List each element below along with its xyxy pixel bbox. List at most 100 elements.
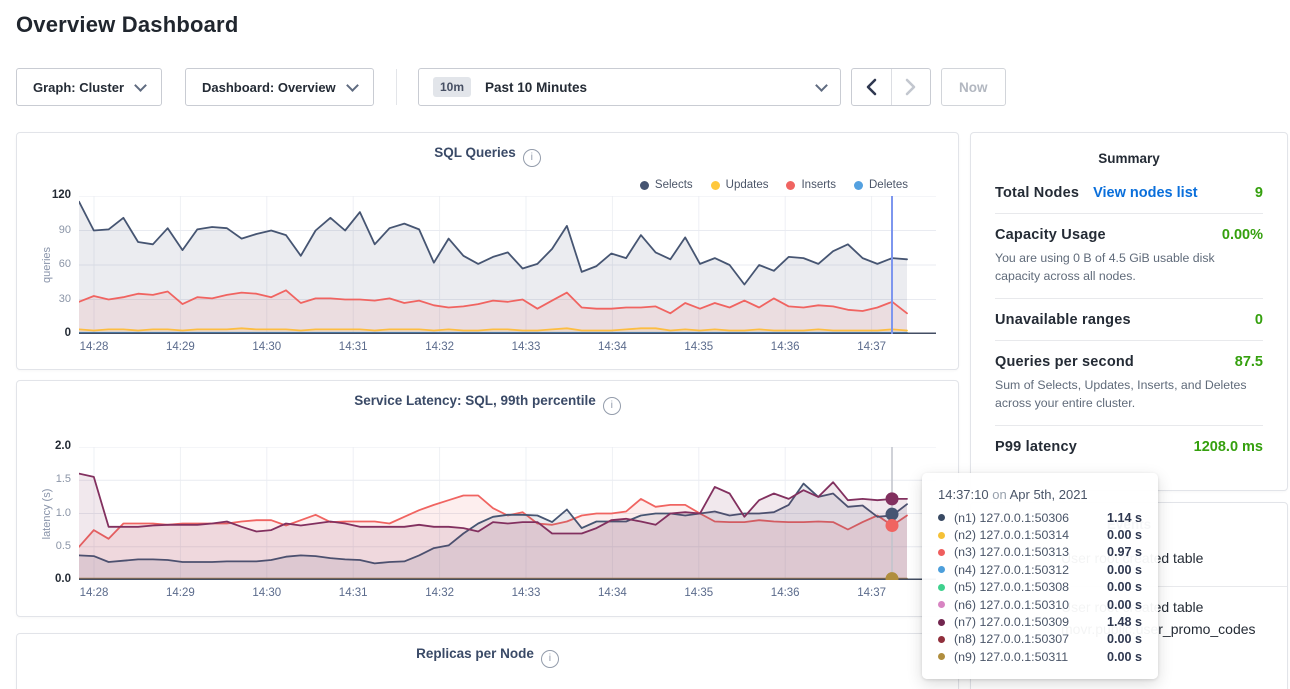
y-axis-tick: 2.0 xyxy=(31,440,71,452)
time-range-dropdown[interactable]: 10m Past 10 Minutes xyxy=(418,68,841,106)
sql-queries-chart-title: SQL Queriesi xyxy=(17,145,958,167)
time-nav-group xyxy=(851,68,931,106)
y-axis-tick: 120 xyxy=(31,189,71,201)
toolbar-divider xyxy=(396,69,397,105)
info-icon[interactable]: i xyxy=(541,650,559,668)
node-color-dot xyxy=(938,549,945,556)
x-axis-tick: 14:37 xyxy=(850,587,894,599)
tooltip-timestamp: 14:37:10 on Apr 5th, 2021 xyxy=(938,487,1142,505)
node-color-dot xyxy=(938,601,945,608)
node-latency-value: 0.00 s xyxy=(1107,650,1142,664)
node-address: (n9) 127.0.0.1:50311 xyxy=(954,650,1068,664)
service-latency-chart-card: Service Latency: SQL, 99th percentilei 0… xyxy=(16,380,959,617)
node-latency-value: 0.00 s xyxy=(1107,528,1142,542)
graph-selector-label: Graph: Cluster xyxy=(33,80,124,95)
replicas-per-node-chart-card: Replicas per Nodei xyxy=(16,633,959,689)
summary-row-total-nodes: Total Nodes View nodes list 9 xyxy=(995,172,1263,214)
node-address: (n8) 127.0.0.1:50307 xyxy=(954,632,1069,646)
legend-item-deletes[interactable]: Deletes xyxy=(854,179,908,191)
legend-label: Selects xyxy=(655,179,693,191)
x-axis-tick: 14:36 xyxy=(763,587,807,599)
x-axis-tick: 14:31 xyxy=(331,341,375,353)
tooltip-node-row: (n5) 127.0.0.1:503080.00 s xyxy=(938,579,1142,596)
x-axis-tick: 14:32 xyxy=(418,341,462,353)
legend-dot xyxy=(786,181,795,190)
y-axis-tick: 0.5 xyxy=(31,540,71,552)
tooltip-node-row: (n7) 127.0.0.1:50309 1.48 s xyxy=(938,613,1142,630)
time-back-button[interactable] xyxy=(852,69,891,105)
p99-latency-label: P99 latency xyxy=(995,439,1077,455)
p99-latency-value: 1208.0 ms xyxy=(1194,439,1263,455)
node-latency-value: 0.97 s xyxy=(1107,545,1142,559)
node-address: (n3) 127.0.0.1:50313 xyxy=(954,545,1069,559)
chart-hover-tooltip: 14:37:10 on Apr 5th, 2021 (n1) 127.0.0.1… xyxy=(922,473,1158,679)
tooltip-node-row: (n9) 127.0.0.1:50311 0.00 s xyxy=(938,648,1142,665)
x-axis-tick: 14:28 xyxy=(72,587,116,599)
unavailable-ranges-value: 0 xyxy=(1255,312,1263,328)
chevron-down-icon xyxy=(134,79,147,92)
time-forward-button[interactable] xyxy=(891,69,931,105)
queries-per-second-label: Queries per second xyxy=(995,354,1134,370)
y-axis-tick: 0.0 xyxy=(31,573,71,585)
summary-row-capacity-usage: Capacity Usage 0.00% You are using 0 B o… xyxy=(995,214,1263,299)
node-color-dot xyxy=(938,566,945,573)
queries-per-second-description: Sum of Selects, Updates, Inserts, and De… xyxy=(995,376,1263,413)
summary-row-queries-per-second: Queries per second 87.5 Sum of Selects, … xyxy=(995,341,1263,426)
node-address: (n2) 127.0.0.1:50314 xyxy=(954,528,1069,542)
view-nodes-list-link[interactable]: View nodes list xyxy=(1093,185,1198,201)
summary-title: Summary xyxy=(995,151,1263,166)
legend-item-inserts[interactable]: Inserts xyxy=(786,179,836,191)
legend-dot xyxy=(854,181,863,190)
x-axis-tick: 14:28 xyxy=(72,341,116,353)
graph-selector-dropdown[interactable]: Graph: Cluster xyxy=(16,68,162,106)
capacity-usage-description: You are using 0 B of 4.5 GiB usable disk… xyxy=(995,249,1263,286)
node-latency-value: 1.14 s xyxy=(1107,511,1142,525)
tooltip-node-row: (n1) 127.0.0.1:50306 1.14 s xyxy=(938,509,1142,526)
overview-dashboard-page: Overview Dashboard Graph: Cluster Dashbo… xyxy=(0,0,1290,689)
info-icon[interactable]: i xyxy=(523,149,541,167)
node-latency-value: 0.00 s xyxy=(1107,563,1142,577)
service-latency-plot[interactable] xyxy=(79,447,936,580)
total-nodes-value: 9 xyxy=(1255,185,1263,201)
node-latency-value: 0.00 s xyxy=(1107,632,1142,646)
legend-label: Deletes xyxy=(869,179,908,191)
time-range-badge: 10m xyxy=(433,77,471,97)
node-address: (n1) 127.0.0.1:50306 xyxy=(954,511,1069,525)
tooltip-node-row: (n8) 127.0.0.1:50307 0.00 s xyxy=(938,631,1142,648)
replicas-per-node-chart-title: Replicas per Nodei xyxy=(17,646,958,668)
node-latency-value: 0.00 s xyxy=(1107,598,1142,612)
tooltip-node-row: (n2) 127.0.0.1:50314 0.00 s xyxy=(938,526,1142,543)
x-axis-tick: 14:29 xyxy=(158,587,202,599)
x-axis-tick: 14:36 xyxy=(763,341,807,353)
tooltip-node-row: (n6) 127.0.0.1:503100.00 s xyxy=(938,596,1142,613)
y-axis-tick: 90 xyxy=(31,224,71,236)
node-address: (n7) 127.0.0.1:50309 xyxy=(954,615,1069,629)
x-axis-tick: 14:37 xyxy=(850,341,894,353)
x-axis-tick: 14:33 xyxy=(504,587,548,599)
node-color-dot xyxy=(938,653,945,660)
node-latency-value: 1.48 s xyxy=(1107,615,1142,629)
dashboard-selector-dropdown[interactable]: Dashboard: Overview xyxy=(185,68,374,106)
node-color-dot xyxy=(938,619,945,626)
node-color-dot xyxy=(938,636,945,643)
info-icon[interactable]: i xyxy=(603,397,621,415)
page-title: Overview Dashboard xyxy=(16,12,238,38)
node-address: (n4) 127.0.0.1:50312 xyxy=(954,563,1069,577)
node-color-dot xyxy=(938,584,945,591)
node-address: (n5) 127.0.0.1:50308 xyxy=(954,580,1069,594)
legend-label: Inserts xyxy=(801,179,836,191)
legend-item-updates[interactable]: Updates xyxy=(711,179,769,191)
summary-panel: Summary Total Nodes View nodes list 9 Ca… xyxy=(970,132,1288,491)
x-axis-tick: 14:32 xyxy=(418,587,462,599)
queries-per-second-value: 87.5 xyxy=(1235,354,1263,370)
now-button[interactable]: Now xyxy=(941,68,1006,106)
x-axis-tick: 14:33 xyxy=(504,341,548,353)
tooltip-node-row: (n3) 127.0.0.1:50313 0.97 s xyxy=(938,544,1142,561)
y-axis-tick: 30 xyxy=(31,293,71,305)
chevron-down-icon xyxy=(346,79,359,92)
legend-item-selects[interactable]: Selects xyxy=(640,179,693,191)
x-axis-tick: 14:35 xyxy=(677,341,721,353)
sql-queries-plot[interactable] xyxy=(79,196,936,334)
node-color-dot xyxy=(938,532,945,539)
chevron-right-icon xyxy=(905,78,916,96)
